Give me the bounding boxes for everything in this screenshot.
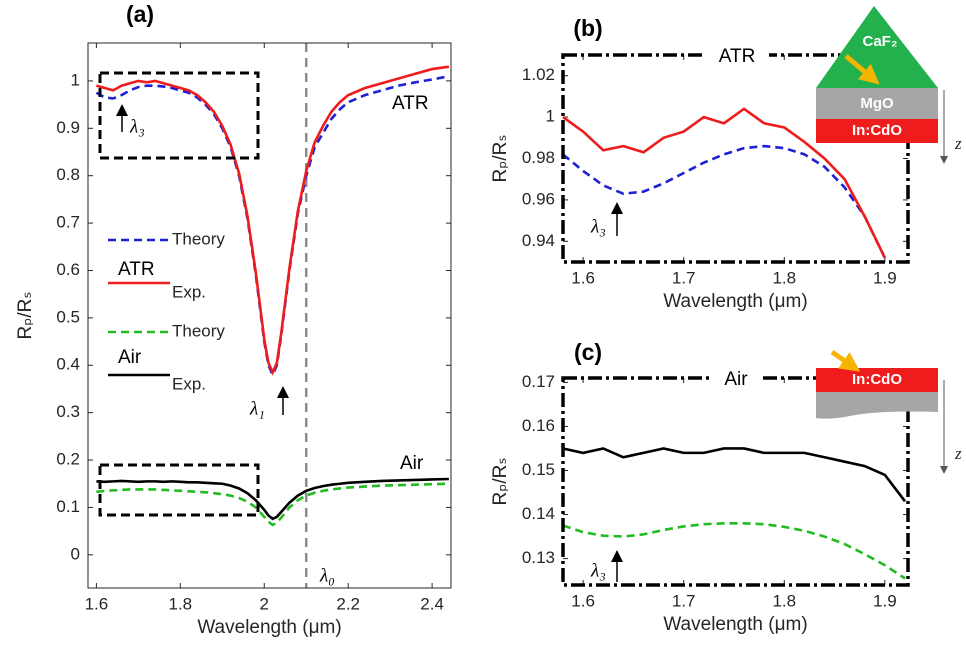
series-line bbox=[562, 107, 887, 259]
series-line bbox=[562, 144, 887, 259]
annotation: λ₁ bbox=[249, 398, 265, 419]
plot-area bbox=[88, 43, 451, 588]
label-bg bbox=[712, 369, 760, 391]
annotation: ATR bbox=[392, 93, 429, 114]
series-line bbox=[95, 74, 450, 378]
y-tick-label: 0.2 bbox=[56, 450, 80, 469]
label-bg bbox=[705, 46, 769, 68]
x-tick-label: 1.8 bbox=[772, 591, 796, 610]
axes-frame bbox=[87, 42, 452, 589]
legend-label: Theory bbox=[172, 321, 225, 340]
beam bbox=[830, 349, 861, 372]
x-tick-label: 1.6 bbox=[571, 268, 595, 287]
series-line bbox=[562, 522, 906, 580]
cdo-layer bbox=[816, 368, 938, 392]
axes-frame bbox=[561, 53, 910, 264]
y-tick-label: 0 bbox=[71, 544, 80, 563]
y-tick-label: 1 bbox=[546, 107, 555, 126]
y-tick-label: 0.8 bbox=[56, 165, 80, 184]
x-tick-label: 1.9 bbox=[873, 268, 897, 287]
panel-a: 1.6 1.8 2 2.2 2.4 0 0.1 0.2 0.3 0.4 0.5 0.6 0.7 0.8 0.… bbox=[15, 1, 452, 638]
x-tick-label: 1.7 bbox=[672, 268, 696, 287]
x-tick-label: 1.7 bbox=[672, 591, 696, 610]
x-axis-label: Wavelength (μm) bbox=[663, 614, 807, 635]
x-tick-label: 2.4 bbox=[420, 594, 444, 613]
cdo-layer bbox=[816, 119, 938, 143]
y-tick-label: 0.96 bbox=[522, 189, 555, 208]
y-tick-label: 0.16 bbox=[522, 416, 555, 435]
x-tick-label: 1.8 bbox=[772, 268, 796, 287]
series-line bbox=[96, 477, 449, 521]
y-tick-label: 1.02 bbox=[522, 65, 555, 84]
y-tick-label: 0.17 bbox=[522, 372, 555, 391]
x-tick-label: 1.9 bbox=[873, 591, 897, 610]
inset-label: CaF₂ bbox=[862, 33, 897, 50]
y-tick-label: 0.3 bbox=[56, 402, 80, 421]
x-tick-label: 2 bbox=[260, 594, 269, 613]
series-line bbox=[96, 65, 450, 376]
y-tick-label: 0.7 bbox=[56, 213, 80, 232]
legend-label: Theory bbox=[172, 229, 225, 248]
x-tick-label: 2.2 bbox=[336, 594, 360, 613]
series-line bbox=[96, 482, 449, 527]
legend-group: Air bbox=[118, 347, 142, 368]
inset-label: In:CdO bbox=[852, 371, 902, 388]
legend-label: Exp. bbox=[172, 374, 206, 393]
x-axis-label: Wavelength (μm) bbox=[663, 291, 807, 312]
inset-label: In:CdO bbox=[852, 122, 902, 139]
prism bbox=[816, 6, 938, 88]
y-tick-label: 0.15 bbox=[522, 460, 555, 479]
axes-frame bbox=[561, 376, 910, 587]
inset-label: MgO bbox=[860, 95, 894, 112]
y-tick-label: 0.94 bbox=[522, 231, 555, 250]
substrate bbox=[816, 392, 938, 419]
y-tick-label: 0.4 bbox=[56, 355, 80, 374]
annotation: Air bbox=[724, 369, 748, 390]
y-tick-label: 0.5 bbox=[56, 307, 80, 326]
inset-label: z bbox=[954, 444, 962, 463]
annotation: λ₃ bbox=[590, 560, 606, 581]
chart-title: (a) bbox=[126, 1, 154, 27]
y-tick-label: 0.14 bbox=[522, 504, 555, 523]
legend-group: ATR bbox=[118, 259, 155, 280]
x-tick-label: 1.8 bbox=[169, 594, 193, 613]
x-tick-label: 1.6 bbox=[85, 594, 109, 613]
y-tick-label: 0.98 bbox=[522, 148, 555, 167]
beam bbox=[844, 54, 880, 85]
inset-label: z bbox=[954, 134, 962, 153]
mgo-layer bbox=[816, 88, 938, 119]
annotation: λ₃ bbox=[129, 116, 145, 137]
chart-title: (b) bbox=[573, 15, 602, 41]
zoom-box bbox=[98, 463, 260, 517]
y-tick-label: 1 bbox=[71, 70, 80, 89]
annotation: ATR bbox=[719, 46, 756, 67]
annotation: λ₃ bbox=[590, 216, 606, 237]
series-line bbox=[562, 447, 907, 503]
x-tick-label: 1.6 bbox=[571, 591, 595, 610]
y-tick-label: 0.6 bbox=[56, 260, 80, 279]
x-axis-label: Wavelength (μm) bbox=[197, 617, 341, 638]
legend-label: Exp. bbox=[172, 282, 206, 301]
y-tick-label: 0.13 bbox=[522, 548, 555, 567]
annotation: Air bbox=[400, 453, 424, 474]
annotation: λ₀ bbox=[319, 565, 335, 586]
y-tick-label: 0.9 bbox=[56, 118, 80, 137]
y-axis-label: Rₚ/Rₛ bbox=[490, 458, 511, 506]
y-tick-label: 0.1 bbox=[56, 497, 80, 516]
y-axis-label: Rₚ/Rₛ bbox=[490, 135, 511, 183]
y-axis-label: Rₚ/Rₛ bbox=[15, 292, 36, 340]
chart-title: (c) bbox=[574, 339, 602, 365]
zoom-box bbox=[98, 71, 260, 160]
